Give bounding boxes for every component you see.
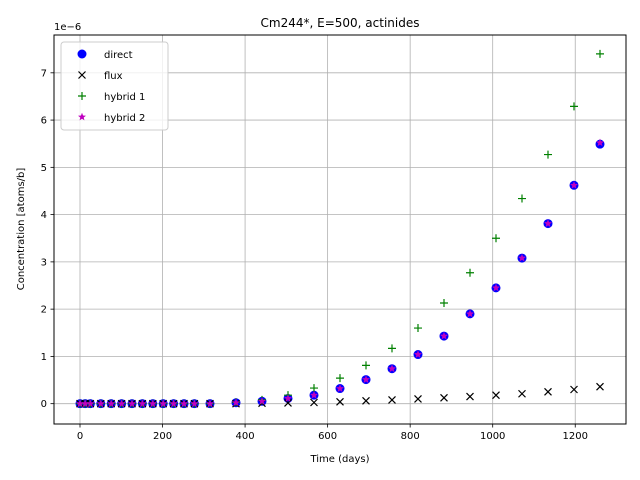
data-point (596, 49, 604, 58)
data-point (466, 268, 474, 277)
data-point (440, 298, 448, 307)
data-point (180, 399, 188, 408)
data-point (169, 399, 178, 408)
data-point (310, 390, 318, 399)
y-axis-label: Concentration [atoms/b] (16, 168, 27, 291)
chart-title: Cm244*, E=500, actinides (261, 16, 420, 30)
data-point (388, 395, 396, 404)
data-point (76, 399, 84, 408)
data-point (596, 382, 604, 391)
x-tick-label: 1000 (480, 431, 505, 442)
data-point (440, 393, 448, 402)
y-tick-label: 5 (41, 163, 47, 174)
x-tick-label: 1200 (563, 431, 588, 442)
data-point (336, 384, 344, 392)
data-point (81, 399, 90, 408)
data-point (96, 399, 105, 408)
data-point (570, 102, 578, 111)
y-offset-text: 1e−6 (54, 22, 81, 33)
data-point (362, 396, 370, 405)
data-point (336, 397, 344, 406)
legend-marker-direct (77, 49, 87, 59)
plot-data (75, 49, 605, 409)
data-point (128, 399, 136, 408)
legend: direct flux hybrid 1 hybrid 2 (60, 41, 169, 131)
x-tick-label: 800 (401, 431, 420, 442)
data-point (258, 397, 266, 405)
x-tick-label: 400 (236, 431, 255, 442)
data-point (107, 399, 116, 408)
plot-frame (53, 34, 627, 425)
y-tick-label: 2 (41, 305, 47, 316)
data-point (440, 331, 448, 340)
data-point (466, 392, 474, 401)
x-tick-label: 200 (153, 431, 172, 442)
data-point (362, 361, 370, 370)
legend-marker-hybrid-1 (78, 92, 86, 100)
series-hybrid-2 (76, 138, 604, 408)
data-point (492, 283, 500, 292)
y-tick-label: 6 (41, 116, 47, 127)
y-tick-label: 7 (41, 68, 47, 79)
legend-label-hybrid-2: hybrid 2 (104, 113, 145, 124)
data-point (148, 399, 157, 408)
y-tick-label: 3 (41, 257, 47, 268)
data-point (190, 399, 199, 408)
ticks: 0 200 400 600 800 1000 1200 0 1 2 3 4 5 6 7 (41, 68, 588, 442)
data-point (518, 194, 526, 203)
legend-marker-flux (78, 71, 86, 79)
data-point (336, 374, 344, 383)
data-point (159, 399, 168, 408)
data-point (414, 324, 422, 333)
data-point (518, 389, 526, 398)
data-point (596, 138, 604, 147)
y-tick-label: 0 (41, 399, 47, 410)
data-point (232, 398, 240, 407)
data-point (492, 391, 500, 400)
legend-marker-hybrid-2 (78, 112, 86, 121)
data-point (310, 384, 318, 393)
y-tick-label: 4 (41, 210, 47, 221)
data-point (544, 219, 552, 227)
data-point (362, 375, 370, 383)
data-point (284, 399, 292, 407)
x-axis-label: Time (days) (309, 454, 369, 465)
legend-label-hybrid-1: hybrid 1 (104, 92, 145, 103)
data-point (492, 234, 500, 243)
x-tick-label: 0 (77, 431, 83, 442)
data-point (388, 364, 396, 373)
data-point (414, 350, 422, 358)
data-point (310, 398, 318, 407)
data-point (570, 181, 578, 189)
data-point (86, 399, 95, 408)
data-point (544, 387, 552, 396)
data-point (206, 399, 214, 408)
data-point (284, 394, 292, 402)
legend-label-flux: flux (104, 71, 123, 82)
y-tick-label: 1 (41, 352, 47, 363)
x-tick-label: 600 (318, 431, 337, 442)
data-point (544, 150, 552, 159)
data-point (138, 399, 147, 408)
data-point (414, 395, 422, 403)
data-point (466, 309, 474, 318)
legend-label-direct: direct (104, 50, 133, 61)
data-point (518, 253, 526, 262)
legend-markers (77, 49, 87, 121)
data-point (570, 385, 578, 394)
data-point (117, 399, 126, 408)
data-point (388, 344, 396, 353)
legend-box (60, 41, 169, 131)
